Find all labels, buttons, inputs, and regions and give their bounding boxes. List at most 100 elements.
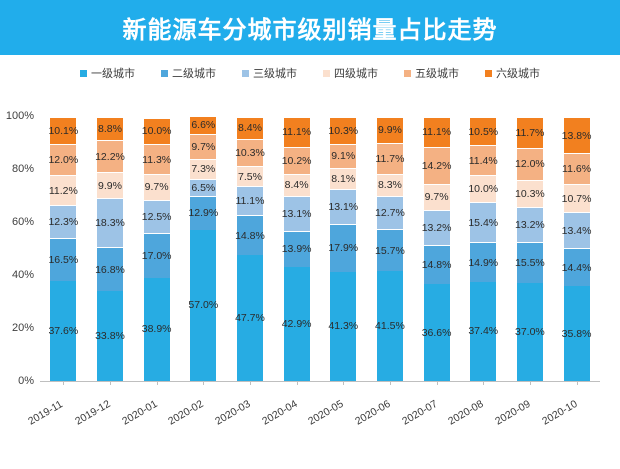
legend-item-3[interactable]: 三级城市 xyxy=(242,65,297,81)
bar-column[interactable]: 33.8% 16.8% 18.3% 9.9% 12.2% 8.8% xyxy=(95,116,125,381)
bar-segment[interactable]: 13.1% xyxy=(328,189,358,225)
bar-column[interactable]: 37.6% 16.5% 12.3% 11.2% 12.0% 10.1% xyxy=(48,116,78,381)
x-axis-tick: 2020-08 xyxy=(446,381,496,451)
bar-segment[interactable]: 12.0% xyxy=(515,147,545,180)
bar-segment[interactable]: 37.4% xyxy=(468,281,498,381)
bar-column[interactable]: 57.0% 12.9% 6.5% 7.3% 9.7% 6.6% xyxy=(188,116,218,381)
bar-segment[interactable]: 11.2% xyxy=(48,175,78,206)
x-axis-tick: 2020-07 xyxy=(400,381,450,451)
bar-segment-value-label: 11.7% xyxy=(515,126,545,139)
bar-segment[interactable]: 13.8% xyxy=(562,116,591,154)
bar-segment[interactable]: 10.1% xyxy=(48,116,78,144)
bar-segment[interactable]: 17.0% xyxy=(142,232,172,278)
bar-segment[interactable]: 15.4% xyxy=(468,201,498,243)
bar-column[interactable]: 35.8% 14.4% 13.4% 10.7% 11.6% 13.8% xyxy=(562,116,591,381)
bar-segment[interactable]: 10.3% xyxy=(515,179,545,207)
bar-segment[interactable]: 42.9% xyxy=(282,267,312,381)
bar-column[interactable]: 38.9% 17.0% 12.5% 9.7% 11.3% 10.0% xyxy=(141,116,172,381)
bar-segment[interactable]: 14.8% xyxy=(422,244,451,285)
bar-segment[interactable]: 8.1% xyxy=(330,167,357,190)
bar-segment[interactable]: 11.6% xyxy=(562,153,591,185)
bar-segment[interactable]: 10.7% xyxy=(562,184,591,213)
bar-segment[interactable]: 8.3% xyxy=(376,173,403,196)
bar-segment[interactable]: 12.7% xyxy=(375,195,405,230)
bar-segment[interactable]: 41.3% xyxy=(328,271,358,381)
bar-column[interactable]: 41.3% 17.9% 13.1% 8.1% 9.1% 10.3% xyxy=(328,116,359,381)
bar-segment[interactable]: 37.6% xyxy=(48,281,78,381)
bar-column[interactable]: 41.5% 15.7% 12.7% 8.3% 11.7% 9.9% xyxy=(375,116,405,381)
bar-column[interactable]: 47.7% 14.8% 11.1% 7.5% 10.3% 8.4% xyxy=(235,116,265,381)
bar-segment[interactable]: 41.5% xyxy=(375,271,405,381)
bar-segment[interactable]: 38.9% xyxy=(142,277,172,381)
bar-segment[interactable]: 9.7% xyxy=(190,133,217,160)
bar-segment[interactable]: 11.3% xyxy=(142,144,171,175)
bar-segment[interactable]: 9.9% xyxy=(96,172,123,199)
bar-segment[interactable]: 35.8% xyxy=(562,286,591,381)
bar-segment[interactable]: 14.2% xyxy=(422,146,451,185)
bar-segment[interactable]: 16.5% xyxy=(48,237,78,282)
legend-item-1[interactable]: 一级城市 xyxy=(80,65,135,81)
bar-segment[interactable]: 11.7% xyxy=(375,142,404,174)
legend-item-5[interactable]: 五级城市 xyxy=(404,65,459,81)
bar-segment[interactable]: 47.7% xyxy=(235,254,265,381)
bar-segment[interactable]: 6.6% xyxy=(190,116,217,134)
x-axis-tick: 2019-11 xyxy=(26,381,76,451)
bar-segment[interactable]: 14.8% xyxy=(235,215,265,255)
bar-column[interactable]: 36.6% 14.8% 13.2% 9.7% 14.2% 11.1% xyxy=(422,116,451,381)
bar-segment[interactable]: 11.1% xyxy=(282,117,311,147)
bar-segment[interactable]: 9.9% xyxy=(376,116,403,143)
bar-segment[interactable]: 10.0% xyxy=(468,175,498,202)
bar-segment[interactable]: 14.4% xyxy=(562,247,591,287)
bar-segment[interactable]: 9.7% xyxy=(423,184,450,210)
bar-segment[interactable]: 13.1% xyxy=(282,195,312,231)
bar-segment[interactable]: 11.1% xyxy=(422,117,451,147)
bar-segment[interactable]: 8.4% xyxy=(236,116,263,139)
bar-segment[interactable]: 15.5% xyxy=(515,241,545,283)
bar-segment-value-label: 17.9% xyxy=(328,242,359,255)
bar-segment[interactable]: 12.3% xyxy=(48,205,78,238)
bar-segment[interactable]: 17.9% xyxy=(328,224,359,272)
bar-segment[interactable]: 37.0% xyxy=(515,282,545,381)
bar-segment[interactable]: 13.9% xyxy=(282,230,312,268)
bar-segment[interactable]: 9.7% xyxy=(143,174,170,200)
bar-segment[interactable]: 11.4% xyxy=(469,144,498,176)
bar-segment[interactable]: 16.8% xyxy=(95,246,125,292)
bar-segment[interactable]: 36.6% xyxy=(422,284,451,381)
bar-segment[interactable]: 18.3% xyxy=(95,198,125,247)
bar-column[interactable]: 42.9% 13.9% 13.1% 8.4% 10.2% 11.1% xyxy=(281,116,312,381)
bar-segment[interactable]: 8.8% xyxy=(96,116,123,140)
bar-column[interactable]: 37.4% 14.9% 15.4% 10.0% 11.4% 10.5% xyxy=(468,116,498,381)
bar-segment[interactable]: 10.2% xyxy=(281,146,312,174)
bar-segment[interactable]: 12.5% xyxy=(141,199,172,233)
bar-segment[interactable]: 13.2% xyxy=(515,206,545,242)
bar-segment-value-label: 10.2% xyxy=(281,154,312,167)
bar-segment[interactable]: 8.4% xyxy=(283,173,310,196)
bar-segment[interactable]: 15.7% xyxy=(375,229,405,272)
y-axis-tick-label: 0% xyxy=(18,375,34,387)
bar-segment-value-label: 12.5% xyxy=(141,210,172,223)
bar-segment[interactable]: 7.5% xyxy=(236,166,263,186)
legend-item-2[interactable]: 二级城市 xyxy=(161,65,216,81)
bar-segment-value-label: 11.2% xyxy=(48,184,78,197)
bar-segment[interactable]: 10.0% xyxy=(142,117,172,145)
bar-segment-value-label: 9.9% xyxy=(98,179,122,192)
bar-segment[interactable]: 12.2% xyxy=(95,139,125,173)
bar-segment[interactable]: 10.3% xyxy=(235,138,265,167)
bar-segment[interactable]: 12.0% xyxy=(48,143,78,176)
bar-segment[interactable]: 11.1% xyxy=(235,185,264,216)
bar-segment[interactable]: 10.3% xyxy=(328,116,358,144)
bar-segment[interactable]: 57.0% xyxy=(188,229,218,381)
bar-segment[interactable]: 33.8% xyxy=(95,291,125,381)
bar-segment[interactable]: 13.2% xyxy=(422,209,451,245)
bar-segment[interactable]: 9.1% xyxy=(330,143,357,168)
bar-segment[interactable]: 13.4% xyxy=(562,212,591,248)
bar-segment[interactable]: 14.9% xyxy=(468,242,498,282)
bar-segment[interactable]: 6.5% xyxy=(190,178,217,196)
bar-segment[interactable]: 11.7% xyxy=(515,116,545,148)
bar-column[interactable]: 37.0% 15.5% 13.2% 10.3% 12.0% 11.7% xyxy=(515,116,545,381)
bar-segment[interactable]: 10.5% xyxy=(468,117,498,145)
bar-segment[interactable]: 12.9% xyxy=(188,195,218,230)
bar-segment[interactable]: 7.3% xyxy=(190,159,217,179)
legend-item-6[interactable]: 六级城市 xyxy=(485,65,540,81)
legend-item-4[interactable]: 四级城市 xyxy=(323,65,378,81)
